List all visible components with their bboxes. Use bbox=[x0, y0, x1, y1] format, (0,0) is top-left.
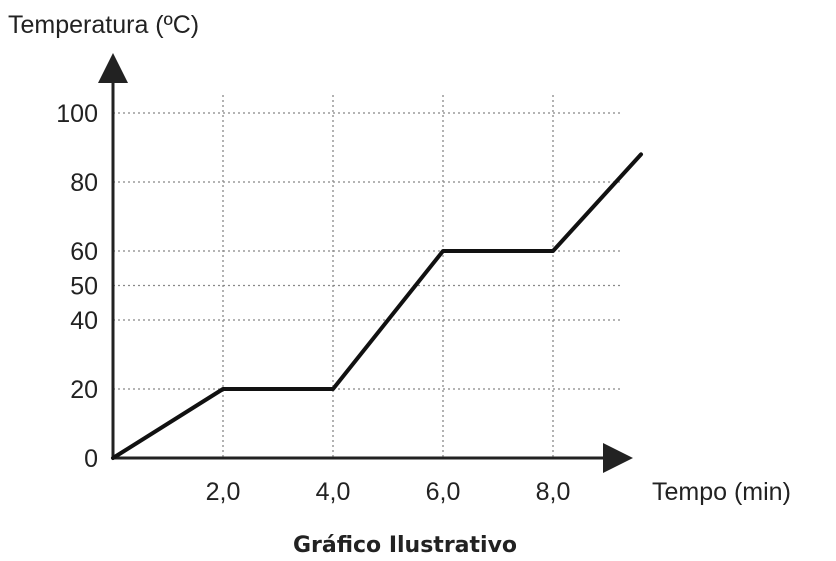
y-axis-title: Temperatura (ºC) bbox=[8, 11, 199, 39]
tick-labels: 0 20 40 50 60 80 100 2,0 4,0 6,0 8,0 bbox=[56, 100, 570, 506]
y-tick-label: 0 bbox=[84, 445, 98, 473]
y-tick-label: 40 bbox=[70, 307, 98, 335]
grid bbox=[113, 95, 622, 458]
series bbox=[111, 152, 643, 460]
chart-caption: Gráfico Ilustrativo bbox=[293, 533, 517, 558]
y-tick-label: 50 bbox=[70, 273, 98, 301]
x-tick-label: 6,0 bbox=[426, 478, 461, 506]
axes bbox=[98, 53, 633, 473]
y-tick-label: 80 bbox=[70, 169, 98, 197]
x-tick-label: 8,0 bbox=[536, 478, 571, 506]
x-axis-title: Tempo (min) bbox=[652, 478, 791, 506]
y-tick-label: 100 bbox=[56, 100, 98, 128]
x-tick-label: 2,0 bbox=[206, 478, 241, 506]
series-line-0 bbox=[111, 152, 643, 460]
y-tick-label: 20 bbox=[70, 376, 98, 404]
x-tick-label: 4,0 bbox=[316, 478, 351, 506]
y-tick-label: 60 bbox=[70, 238, 98, 266]
